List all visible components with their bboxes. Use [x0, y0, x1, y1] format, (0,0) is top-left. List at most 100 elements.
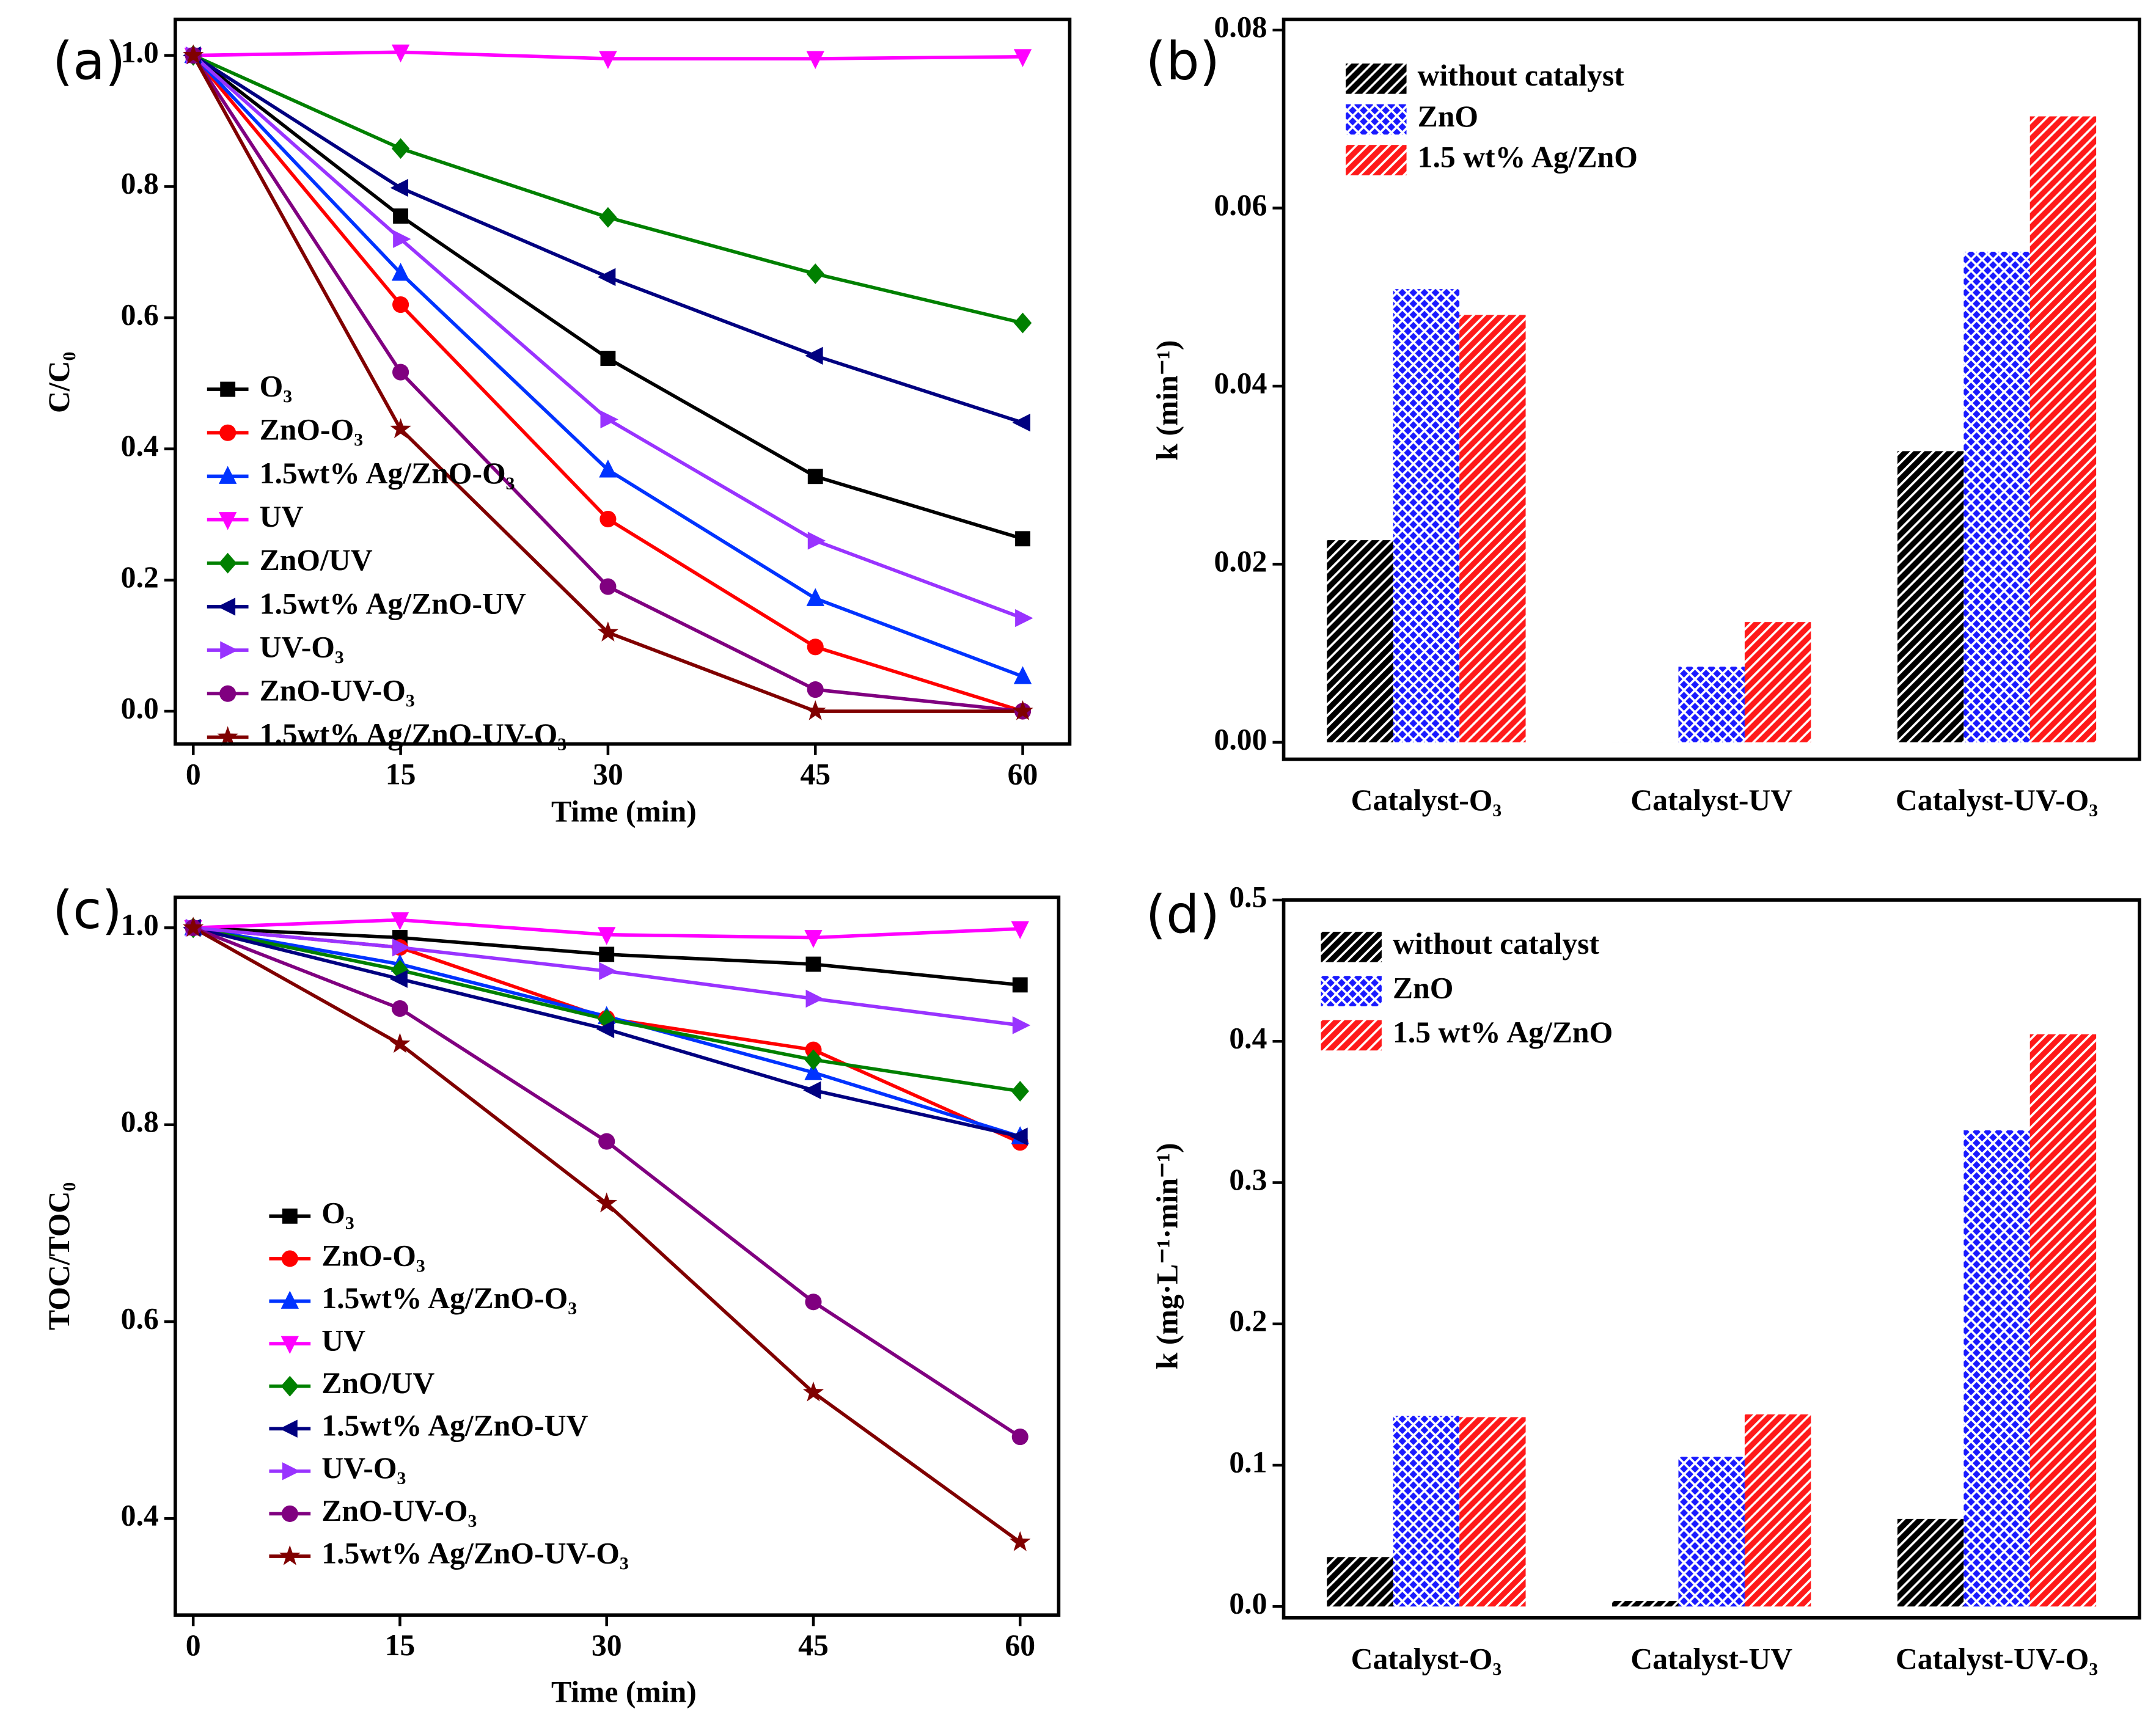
marker [219, 685, 237, 702]
bar [1964, 1130, 2030, 1607]
bar [2030, 116, 2097, 742]
y-tick-label: 0.06 [1214, 188, 1267, 222]
marker [281, 1505, 298, 1522]
marker [219, 424, 237, 441]
marker [391, 912, 409, 931]
y-tick-label: 0.04 [1214, 366, 1267, 400]
marker [1012, 1016, 1031, 1034]
marker [802, 1381, 824, 1402]
x-tick-label: Catalyst-O₃ [1351, 1642, 1502, 1675]
legend-label: without catalyst [1393, 927, 1600, 961]
marker [598, 1133, 615, 1150]
legend-label: ZnO-O₃ [260, 413, 363, 447]
marker [182, 917, 204, 937]
marker [392, 296, 409, 313]
marker [597, 621, 619, 642]
legend-swatch [1321, 1020, 1382, 1051]
bar [2030, 1034, 2097, 1607]
y-tick-label: 0.5 [1229, 880, 1267, 913]
plot-frame [1282, 898, 2141, 1620]
y-tick-label: 0.02 [1214, 544, 1267, 578]
marker [279, 1419, 298, 1438]
bar [1897, 451, 1964, 742]
y-axis-title: C/C₀ [42, 352, 76, 413]
marker [391, 44, 410, 63]
legend-label: 1.5wt% Ag/ZnO-O₃ [260, 456, 515, 490]
x-tick-label: 0 [186, 1628, 201, 1662]
x-axis-title: Time (min) [551, 794, 697, 828]
x-tick-label: 45 [798, 1628, 829, 1662]
marker [391, 1000, 408, 1017]
x-tick-label: 30 [592, 1628, 622, 1662]
panel-label: (d) [1146, 884, 1220, 945]
marker [1011, 921, 1029, 939]
marker [805, 989, 824, 1008]
marker [391, 263, 410, 281]
bar [1964, 251, 2030, 742]
marker [599, 962, 617, 981]
legend-label: 1.5 wt% Ag/ZnO [1418, 140, 1638, 174]
y-tick-label: 0.2 [121, 560, 159, 594]
marker [1012, 977, 1028, 993]
marker [806, 588, 824, 606]
marker [279, 1545, 301, 1565]
y-tick-label: 0.0 [121, 691, 159, 725]
x-tick-label: Catalyst-O₃ [1351, 783, 1502, 817]
marker [1013, 666, 1032, 684]
y-tick-label: 0.6 [121, 1301, 159, 1335]
marker [803, 1081, 821, 1099]
y-tick-label: 0.0 [1229, 1587, 1267, 1620]
x-tick-label: Catalyst-UV-O₃ [1896, 1642, 2098, 1675]
marker [806, 51, 824, 69]
marker [280, 1290, 299, 1309]
x-tick-label: 30 [593, 757, 623, 791]
bar [1393, 289, 1460, 742]
bar [1612, 1600, 1679, 1607]
marker [1011, 1080, 1029, 1102]
marker [600, 410, 618, 429]
y-tick-label: 0.6 [121, 298, 159, 331]
marker [1011, 1428, 1028, 1446]
legend-label: ZnO-O₃ [321, 1239, 425, 1272]
legend-label: UV-O₃ [321, 1451, 406, 1485]
x-tick-label: 15 [386, 757, 416, 791]
y-tick-label: 0.4 [121, 1499, 159, 1532]
bar [1327, 540, 1393, 742]
legend-label: ZnO-UV-O₃ [260, 674, 415, 708]
plot-frame [174, 895, 1061, 1617]
y-tick-label: 0.1 [1229, 1445, 1267, 1479]
marker [391, 138, 410, 159]
marker [389, 1033, 411, 1053]
marker [1012, 414, 1030, 432]
y-tick-label: 0.4 [1229, 1022, 1267, 1055]
marker [183, 44, 204, 65]
marker [282, 1462, 301, 1480]
y-axis-title: k (min⁻¹) [1151, 340, 1184, 461]
bar [1678, 1457, 1745, 1607]
legend-label: O₃ [321, 1196, 354, 1230]
bar [1459, 1417, 1526, 1607]
marker [805, 346, 823, 365]
legend-swatch [1346, 63, 1407, 94]
legend-label: 1.5wt% Ag/ZnO-UV [321, 1409, 588, 1443]
legend-label: ZnO-UV-O₃ [321, 1494, 477, 1528]
y-tick-label: 1.0 [121, 35, 159, 69]
marker [1015, 531, 1030, 547]
marker [807, 532, 826, 550]
legend-label: 1.5wt% Ag/ZnO-UV [260, 587, 526, 620]
legend-swatch [1346, 104, 1407, 135]
legend-swatch [1321, 931, 1382, 962]
y-axis-title: k (mg·L⁻¹·min⁻¹) [1151, 1143, 1184, 1369]
marker [1013, 49, 1032, 67]
marker [804, 1049, 823, 1070]
marker [390, 418, 411, 439]
marker [805, 956, 821, 972]
marker [392, 938, 411, 957]
marker [599, 51, 617, 69]
marker [390, 178, 408, 197]
plot-frame [174, 17, 1072, 746]
bar [1459, 315, 1526, 742]
marker [1015, 609, 1033, 628]
